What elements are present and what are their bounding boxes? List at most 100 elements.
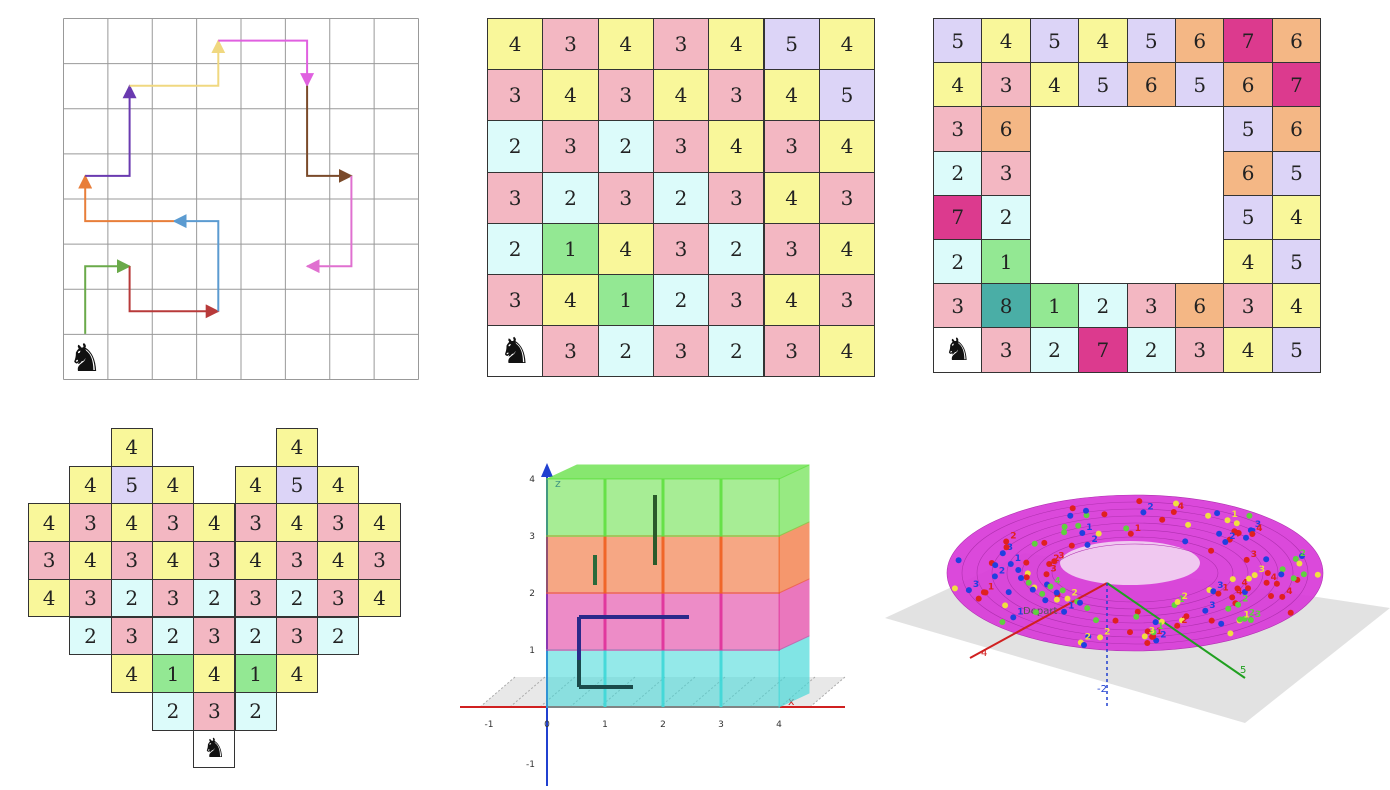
x-tick-label: 4 [776,720,782,730]
grid-cell: 6 [1271,18,1322,64]
path-segment [129,39,226,87]
grid-cell: 6 [1175,283,1225,329]
grid-cell: 3 [708,69,765,122]
torus-3d-panel: 45-2Depart221112313332321314432124211431… [885,478,1390,728]
grid-cell: 4 [317,541,360,580]
vertex-label: 1 [1017,607,1023,617]
knight-icon: ♞ [487,325,544,378]
grid-cell: 3 [933,283,983,329]
z-tick-label: 2 [529,589,535,599]
grid-cell: 5 [110,465,153,505]
vertex-dot [1229,576,1236,583]
grid-cell: 5 [818,69,876,122]
vertex-dot [1152,619,1159,626]
vertex-dot [1299,553,1305,559]
x-tick-label: -1 [485,720,494,730]
grid-cell: 6 [1223,150,1273,196]
grid-cell: 4 [763,274,820,327]
vertex-dot [1029,586,1036,593]
grid-cell: 5 [1271,150,1322,196]
vertex-label: 1 [1068,602,1074,612]
vertex-dot [1246,512,1253,519]
grid-cell: 3 [763,325,820,378]
grid-cell: 3 [1223,283,1273,329]
grid-cell: 2 [487,222,544,275]
knight-icon: ♞ [193,729,236,769]
vertex-dot [1226,536,1233,543]
vertex-dot [1233,520,1240,527]
vertex-dot [1243,534,1249,541]
grid-cell: 1 [234,654,277,693]
path-segment [85,84,137,177]
grid-cell: 3 [110,616,153,656]
vertex-dot [1101,511,1108,518]
vertex-dot [1039,590,1046,597]
vertex-label: 1 [1179,595,1185,605]
path-segment [128,266,220,319]
vertex-dot [1031,540,1038,547]
grid-cell: 4 [818,120,876,173]
grid-cell: 2 [151,691,195,731]
grid-cell: 4 [1078,18,1128,64]
vertex-dot [1081,642,1087,648]
path-segment [172,214,220,312]
grid-cell: 4 [151,465,195,505]
vertex-dot [975,595,982,602]
vertex-dot [1083,507,1089,514]
vertex-label: 4 [1178,502,1184,512]
grid-cell: 4 [652,69,710,122]
grid-cell: 4 [110,654,153,693]
grid-cell: 4 [110,428,153,467]
vertex-dot [1079,530,1086,536]
grid-cell: 3 [234,503,277,543]
vertex-dot [1292,555,1299,562]
grid-cell: 3 [652,325,710,378]
vertex-label: 3 [1007,543,1013,553]
vertex-label: 2 [1182,592,1188,602]
vertex-dot [1264,570,1271,576]
vertex-label: 1 [1158,622,1164,632]
vertex-dot [1032,609,1039,616]
x-tick-label: 3 [718,720,724,730]
grid-cell: 3 [652,18,710,71]
vertex-dot [1263,579,1270,586]
grid-cell: 3 [1175,327,1225,373]
vertex-dot [1234,585,1241,592]
vertex-dot [1015,567,1022,573]
x-tick-label: 0 [544,720,550,730]
vertex-dot [1251,572,1258,579]
grid-cell: 6 [1175,18,1225,64]
grid-cell: 4 [1271,194,1322,240]
grid-cell: 4 [542,69,599,122]
vertex-dot [1174,599,1181,605]
grid-cell: 3 [818,171,876,224]
grid-cell: 3 [110,541,153,580]
grid-cell: 2 [110,578,153,618]
grid-cell: 3 [652,120,710,173]
vertex-label: 3 [973,580,979,590]
z-tick-label: 4 [529,475,535,485]
grid-cell: 4 [818,222,876,275]
vertex-label: 1 [1135,524,1141,534]
grid-cell: 2 [234,616,277,656]
z-tick-label: -1 [526,760,535,770]
grid-cell: 7 [1223,18,1273,64]
vertex-dot [1237,616,1243,623]
grid-cell: 1 [1029,283,1080,329]
path-segment [84,259,131,334]
vertex-dot [1229,594,1236,601]
vertex-dot [1136,498,1143,505]
vertex-dot [1314,571,1321,578]
grid-cell: 3 [193,616,236,656]
grid-cell: 4 [542,274,599,327]
vertex-dot [1140,509,1147,516]
grid-cell: 5 [1126,18,1176,64]
grid-cell: 5 [763,18,820,71]
vertex-dot [1112,617,1119,624]
axis-tick-label: -2 [1097,684,1107,695]
vertex-label: 2 [1072,589,1078,599]
vertex-dot [991,573,998,580]
grid-cell: 4 [763,69,820,122]
vertex-label: 3 [1255,610,1261,620]
